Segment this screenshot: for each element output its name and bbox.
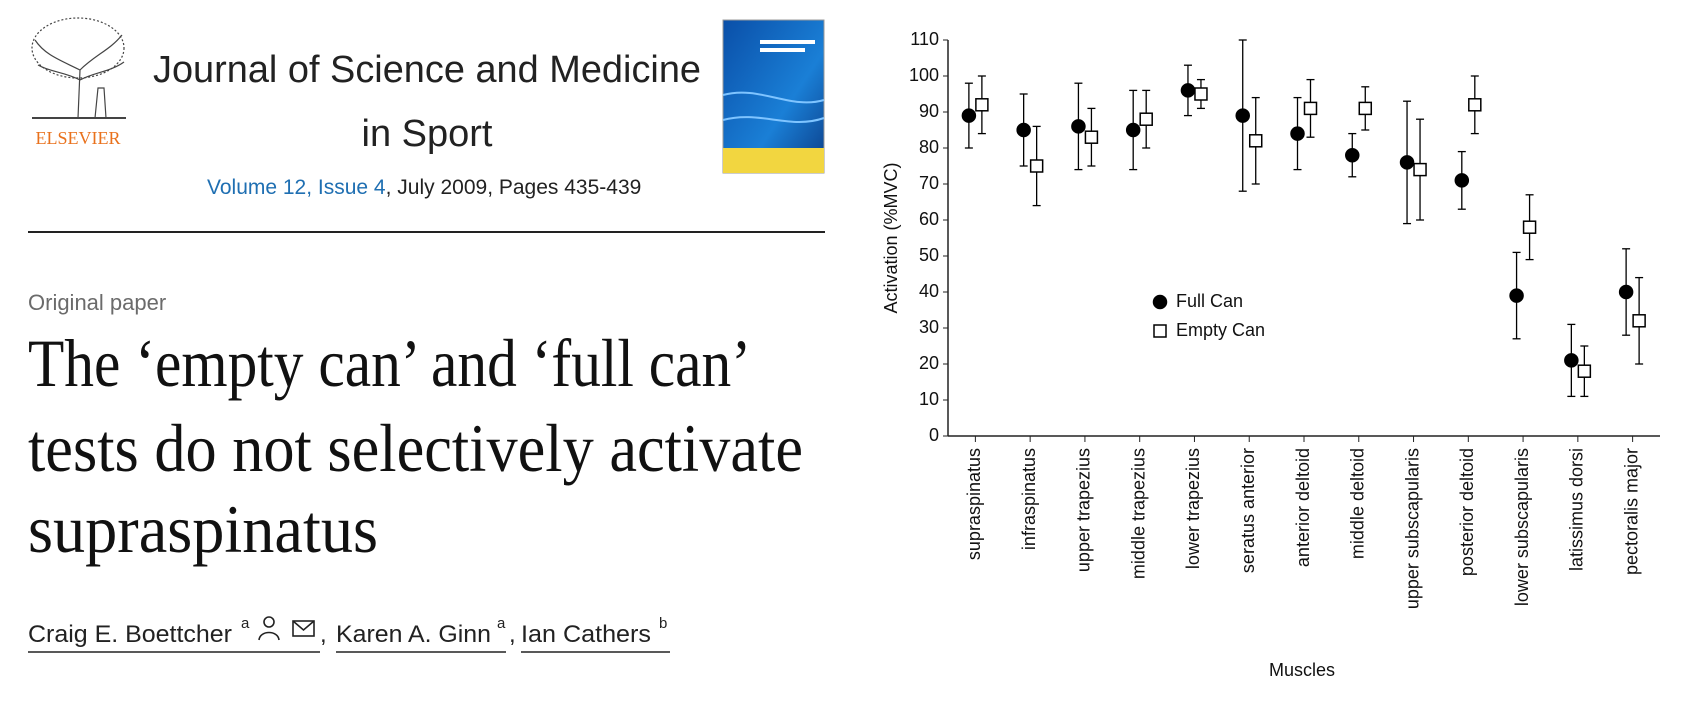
legend-marker xyxy=(1153,324,1167,338)
data-point xyxy=(1509,288,1524,303)
data-point xyxy=(1303,101,1318,116)
journal-title[interactable]: Journal of Science and Medicine xyxy=(153,49,701,91)
y-axis-label: Activation (%MVC) xyxy=(881,162,901,313)
x-axis-label: Muscles xyxy=(1269,660,1335,680)
y-tick-label: 50 xyxy=(919,245,939,265)
journal-title[interactable]: in Sport xyxy=(362,113,493,155)
x-tick-label: lower subscapularis xyxy=(1512,448,1532,606)
publisher-name: ELSEVIER xyxy=(36,128,121,148)
data-point xyxy=(1125,122,1141,138)
legend-label: Full Can xyxy=(1176,291,1243,311)
x-tick-label: upper trapezius xyxy=(1074,448,1094,572)
data-point xyxy=(1290,126,1305,141)
chart: 0 10 20 30 40 50 60 70 80 90 100 110 Activation (%MV… xyxy=(881,29,1660,680)
y-tick-label: 0 xyxy=(929,425,939,445)
x-tick-label: lower trapezius xyxy=(1183,448,1203,569)
x-tick-label: supraspinatus xyxy=(964,448,984,560)
data-point xyxy=(1358,101,1373,116)
author-name[interactable]: Karen A. Ginn xyxy=(336,621,491,648)
data-point xyxy=(1468,98,1482,112)
x-tick-label: middle deltoid xyxy=(1348,448,1368,559)
data-point xyxy=(1522,220,1537,234)
y-tick-label: 80 xyxy=(919,137,939,157)
author-separator: , xyxy=(320,621,327,648)
data-point xyxy=(1071,119,1086,134)
data-point xyxy=(961,108,977,123)
y-tick-label: 40 xyxy=(919,281,939,301)
x-tick-label: infraspinatus xyxy=(1019,448,1039,550)
y-tick-label: 30 xyxy=(919,317,939,337)
author-icons[interactable] xyxy=(258,616,315,641)
data-point xyxy=(975,98,989,112)
data-point xyxy=(1180,83,1196,98)
data-point xyxy=(1139,112,1153,126)
data-point xyxy=(1235,108,1250,123)
x-tick-label: anterior deltoid xyxy=(1293,448,1313,567)
data-point xyxy=(1345,147,1360,163)
article-title: supraspinatus xyxy=(28,491,378,567)
data-point xyxy=(1632,314,1646,328)
legend-marker xyxy=(1152,294,1168,310)
y-tick-label: 60 xyxy=(919,209,939,229)
data-point xyxy=(1029,159,1044,173)
data-point xyxy=(1016,122,1031,138)
issue-details: , July 2009, Pages 435-439 xyxy=(386,176,642,199)
x-tick-label: middle trapezius xyxy=(1128,448,1148,579)
data-point xyxy=(1564,353,1579,368)
data-point xyxy=(1194,87,1208,101)
legend-label: Empty Can xyxy=(1176,320,1265,340)
author-name[interactable]: Craig E. Boettcher xyxy=(28,621,232,648)
article-title: tests do not selectively activate xyxy=(28,410,803,486)
y-tick-label: 100 xyxy=(909,65,939,85)
author-affiliation: a xyxy=(497,615,506,632)
x-tick-label: upper subscapularis xyxy=(1402,448,1422,609)
article-title: The ‘empty can’ and ‘full can’ xyxy=(28,325,751,401)
x-tick-label: posterior deltoid xyxy=(1457,448,1477,576)
y-tick-label: 10 xyxy=(919,389,939,409)
data-point xyxy=(1577,364,1592,378)
x-tick-label: pectoralis major xyxy=(1621,448,1641,575)
y-tick-label: 90 xyxy=(919,101,939,121)
data-point xyxy=(1618,284,1634,300)
author-separator: , xyxy=(509,621,516,648)
author-affiliation: b xyxy=(659,615,667,632)
y-tick-label: 70 xyxy=(919,173,939,193)
issue-line: Volume 12, Issue 4, July 2009, Pages 435… xyxy=(207,176,641,199)
article-type: Original paper xyxy=(28,290,166,315)
data-point xyxy=(1084,130,1099,144)
publisher-logo xyxy=(30,17,128,120)
data-point xyxy=(1399,155,1415,170)
x-tick-label: seratus anterior xyxy=(1238,448,1258,573)
y-tick-label: 110 xyxy=(910,29,939,49)
journal-cover[interactable] xyxy=(722,19,825,174)
author-affiliation: a xyxy=(241,615,250,632)
data-point xyxy=(1248,134,1263,148)
data-point xyxy=(1454,173,1470,188)
x-tick-label: latissimus dorsi xyxy=(1567,448,1587,571)
issue-link[interactable]: Volume 12, Issue 4 xyxy=(207,176,386,199)
data-point xyxy=(1413,162,1427,177)
y-tick-label: 20 xyxy=(919,353,939,373)
author-name[interactable]: Ian Cathers xyxy=(521,621,651,648)
